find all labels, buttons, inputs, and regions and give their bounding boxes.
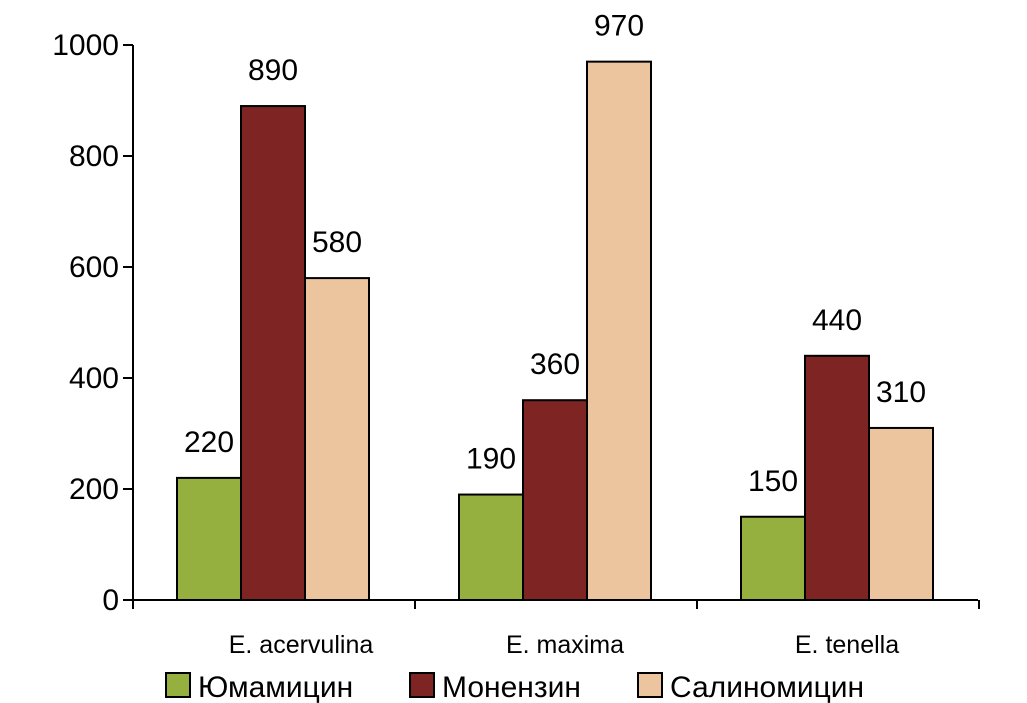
data-label: 150: [748, 465, 798, 498]
y-axis: 0 200 400 600 800 1000: [52, 29, 134, 617]
data-label: 970: [594, 10, 644, 43]
bar: [304, 277, 370, 601]
x-category-label: E. acervulina: [229, 631, 374, 659]
legend: Юмамицин Монензин Салиномицин: [165, 671, 864, 703]
data-label: 310: [876, 376, 926, 409]
x-category-label: E. maxima: [506, 631, 624, 659]
bars: [176, 60, 934, 602]
y-tick-label: 1000: [52, 29, 119, 62]
y-tick-label: 0: [102, 584, 119, 617]
data-label: 190: [466, 443, 516, 476]
data-labels: 220 890 580 190 360 970 150 440 310: [184, 10, 926, 498]
legend-label: Юмамицин: [198, 671, 353, 703]
y-tick-label: 400: [69, 362, 119, 395]
data-label: 220: [184, 426, 234, 459]
x-axis: E. acervulina E. maxima E. tenella: [132, 599, 980, 659]
data-label: 890: [248, 54, 298, 87]
legend-label: Салиномицин: [670, 671, 864, 703]
y-tick-label: 200: [69, 473, 119, 506]
bar: [868, 426, 934, 602]
bar: [240, 105, 306, 602]
bar: [176, 476, 242, 601]
legend-swatch: [165, 672, 191, 698]
data-label: 360: [530, 348, 580, 381]
bar: [740, 515, 806, 601]
bar: [804, 354, 870, 601]
legend-swatch: [637, 672, 663, 698]
x-category-label: E. tenella: [795, 631, 899, 659]
bar: [458, 493, 524, 601]
data-label: 440: [812, 304, 862, 337]
data-label: 580: [312, 226, 362, 259]
bar: [586, 60, 652, 601]
y-tick-label: 600: [69, 251, 119, 284]
y-tick-label: 800: [69, 140, 119, 173]
legend-label: Монензин: [442, 671, 581, 703]
legend-swatch: [409, 672, 435, 698]
bar: [522, 399, 588, 602]
